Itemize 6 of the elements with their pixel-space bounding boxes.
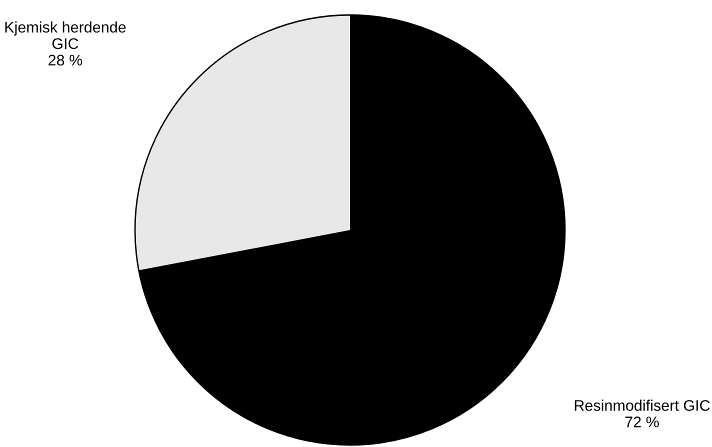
data-label: 72 % xyxy=(625,416,659,428)
pie-slice xyxy=(138,15,565,445)
data-label: 28 % xyxy=(48,54,82,66)
slice-label: Kjemisk herdende GIC xyxy=(5,21,126,50)
pie-slice xyxy=(135,15,350,270)
slice-label: Resinmodifisert GIC xyxy=(574,400,710,411)
